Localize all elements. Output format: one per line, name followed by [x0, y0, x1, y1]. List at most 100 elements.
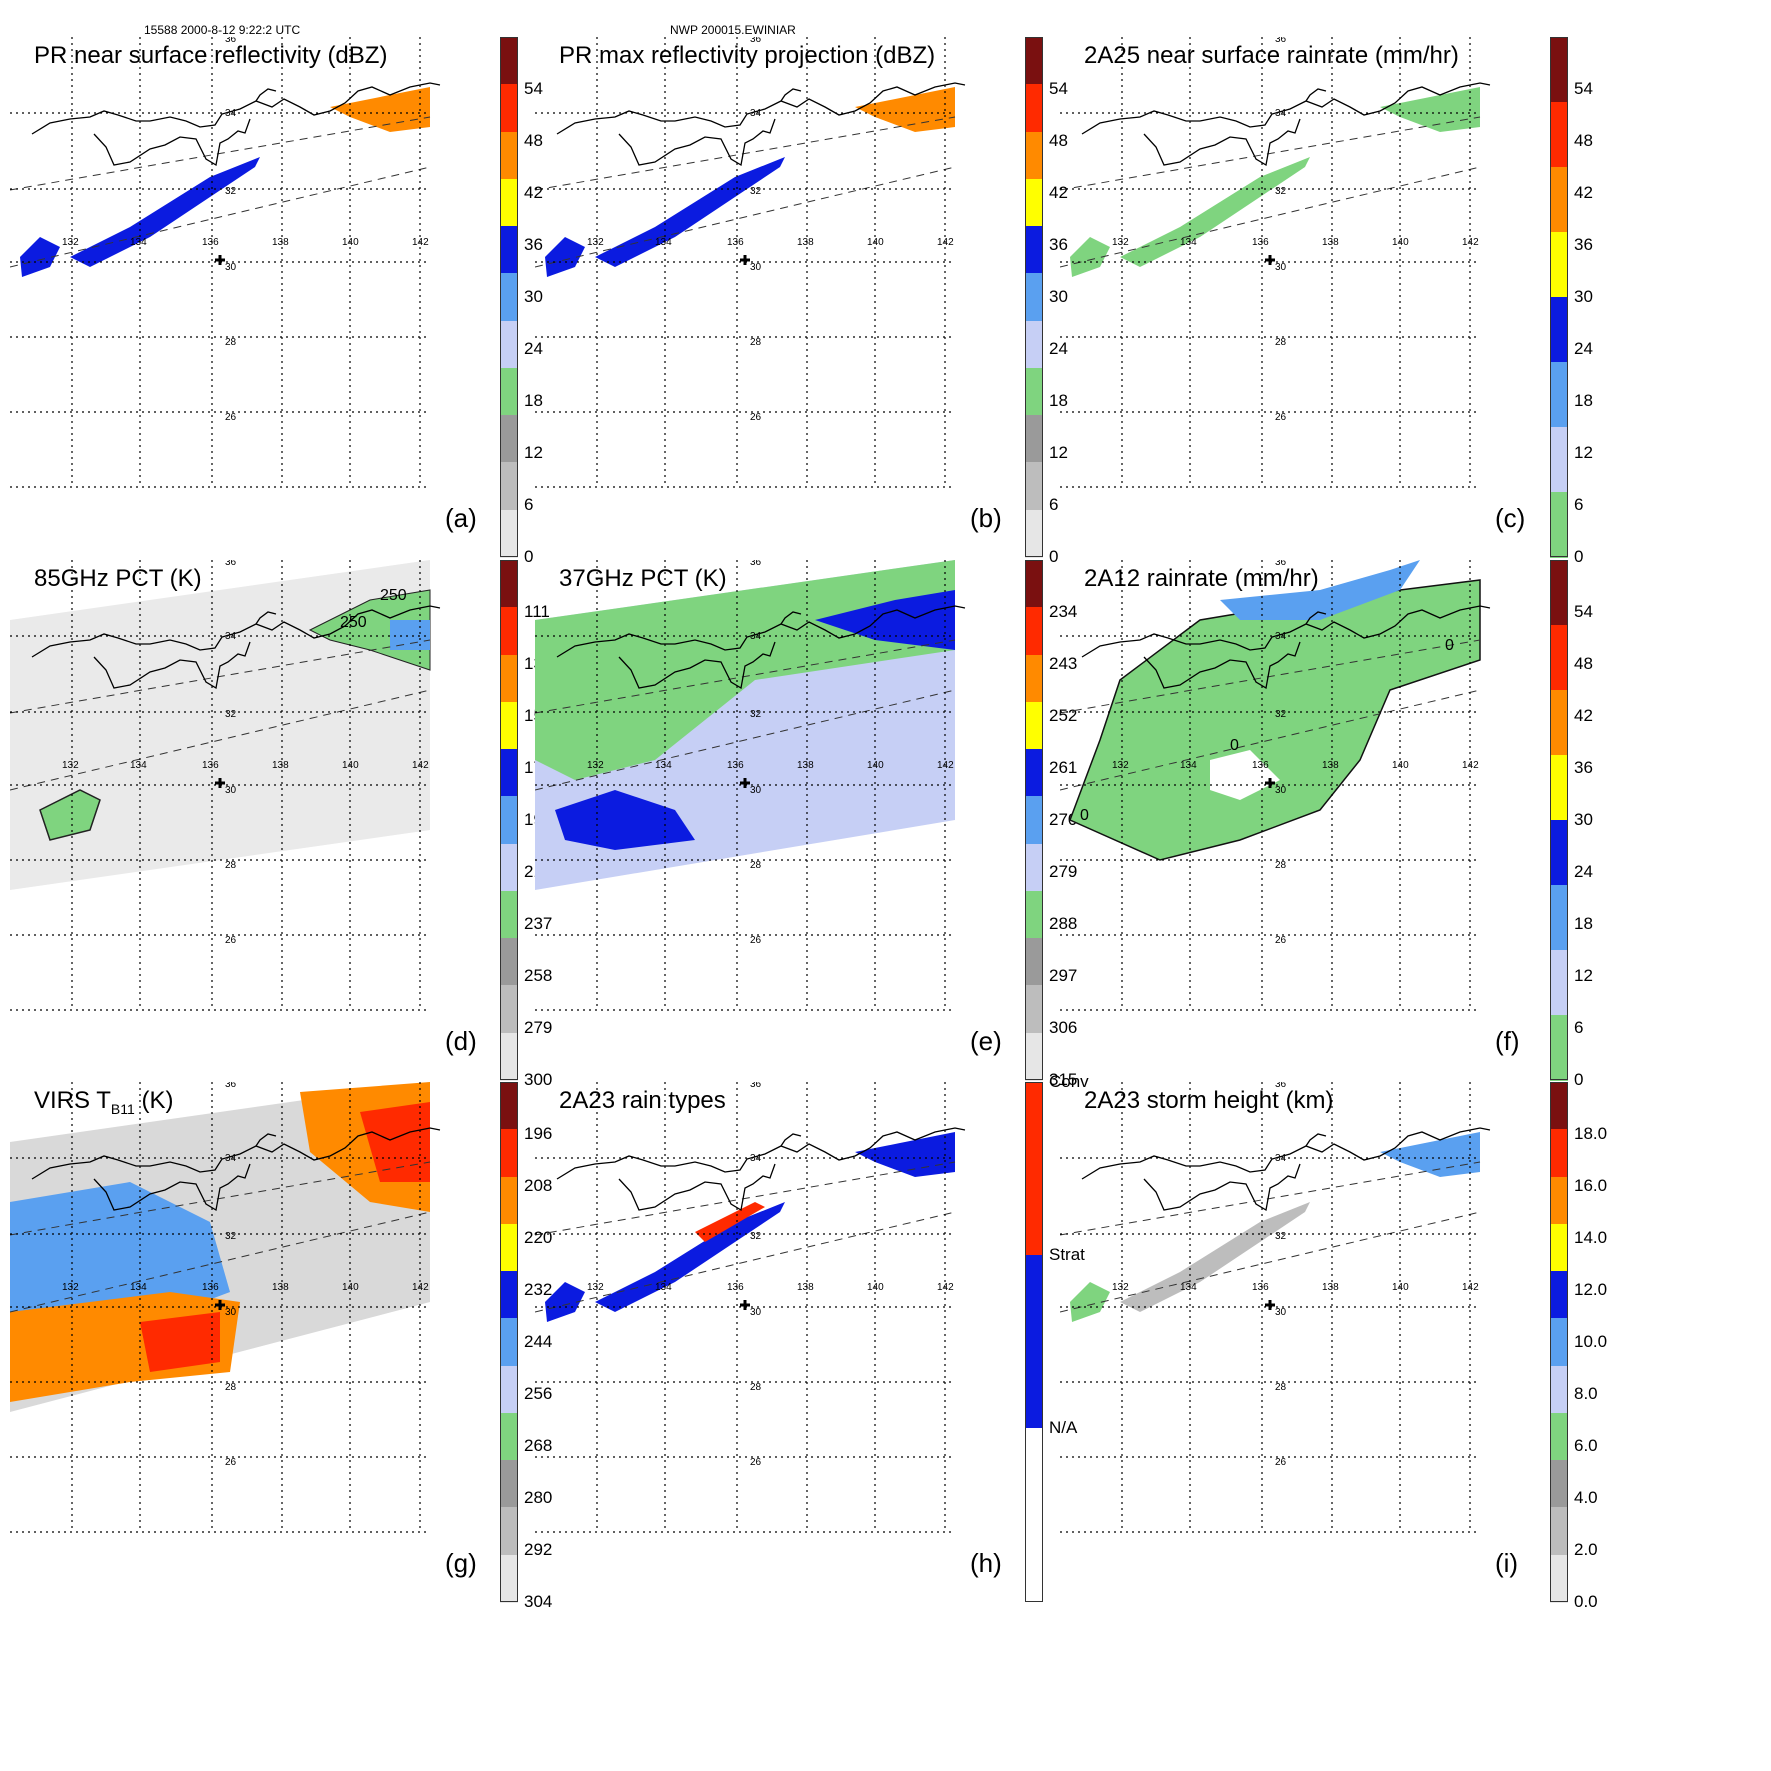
colorbar-tick: 300 [524, 1070, 553, 1089]
panel-title: PR max reflectivity projection (dBZ) [559, 42, 936, 69]
swath-edge-south [10, 689, 431, 791]
rain-gap [1210, 750, 1280, 800]
colorbar-tick: 30 [1574, 287, 1593, 306]
lon-label: 138 [797, 1282, 814, 1293]
lat-label: 28 [225, 860, 237, 871]
colorbar-frame [1550, 37, 1568, 557]
colorbar-frame [500, 1082, 518, 1602]
colorbar-segment [1550, 492, 1568, 558]
pr-rain-ne [330, 87, 430, 132]
pct37-core-sw [555, 790, 695, 850]
lat-label: 34 [225, 1153, 237, 1164]
lat-label: 34 [225, 108, 237, 119]
colorbar-tick: 12 [1574, 966, 1593, 985]
colorbar-segment [500, 1032, 518, 1081]
storm-center-marker [740, 778, 750, 788]
colorbar-segment [1025, 654, 1043, 703]
lon-label: 134 [1180, 1282, 1197, 1293]
lat-label: 26 [225, 412, 237, 423]
swath-edge-south [1060, 689, 1481, 791]
colorbar-tick: 48 [1574, 654, 1593, 673]
colorbar-i: 18.0 16.0 14.0 12.0 10.0 8.0 6.0 4.0 2.0 0.0 [1550, 1082, 1630, 1612]
colorbar-segment [500, 1271, 518, 1320]
swath-edge-south [535, 689, 956, 791]
colorbar-tick: 261 [1049, 758, 1078, 777]
colorbar-tick: 18 [524, 391, 543, 410]
colorbar-segment [1025, 509, 1043, 558]
colorbar-tick: 0 [1574, 547, 1584, 566]
colorbar-segment [500, 509, 518, 558]
lat-label: 34 [1275, 631, 1287, 642]
lon-label: 132 [587, 1282, 604, 1293]
lat-label: 28 [1275, 860, 1287, 871]
lat-label: 34 [225, 631, 237, 642]
coastline [31, 1127, 441, 1212]
coastline [1081, 82, 1491, 167]
contour-label: 250 [340, 614, 367, 631]
convective-rain [695, 1202, 765, 1242]
colorbar-e: 234 243 252 261 270 279 288 297 306 315 [1025, 560, 1105, 1090]
pr-rain-west [20, 237, 60, 277]
colorbar-tick: 220 [524, 1228, 553, 1247]
colorbar-segment [1025, 1428, 1043, 1602]
colorbar-tick: 256 [524, 1384, 553, 1403]
map-d: 36 34 32 30 28 26 132 134 136 138 140 142 250 250 [10, 560, 441, 1050]
colorbar-tick: 0.0 [1574, 1592, 1598, 1611]
colorbar-segment [1550, 1554, 1568, 1603]
lon-label: 140 [342, 760, 359, 771]
lat-label: 28 [750, 860, 762, 871]
lat-label: 32 [750, 1231, 762, 1242]
swath-edge-north [1060, 116, 1481, 191]
swath-edge-north [535, 1161, 956, 1236]
contour-label: 0 [1445, 637, 1454, 654]
map-c: 36 34 32 30 28 26 132 134 136 138 140 142 [1060, 37, 1491, 488]
lon-label: 138 [1322, 1282, 1339, 1293]
colorbar-tick: 36 [1049, 235, 1068, 254]
colorbar-segment [500, 320, 518, 369]
map-b: 36 34 32 30 28 26 132 134 136 138 140 142 [535, 37, 966, 488]
colorbar-segment [1025, 749, 1043, 798]
lon-label: 140 [1392, 760, 1409, 771]
colorbar-tick: 4.0 [1574, 1488, 1598, 1507]
lat-label: 30 [1275, 262, 1287, 273]
map-a: 36 34 32 30 28 26 132 134 136 138 140 142 [10, 37, 441, 488]
pr-rain-west [545, 237, 585, 277]
lon-label: 142 [1462, 1282, 1479, 1293]
panel-title-tail: (K) [134, 1087, 174, 1114]
pr-rain-ne [855, 1132, 955, 1177]
colorbar-segment [1550, 1365, 1568, 1414]
swath-edge-north [10, 116, 431, 191]
colorbar-segment [500, 1129, 518, 1178]
colorbar-segment [1550, 820, 1568, 886]
lon-label: 132 [1112, 1282, 1129, 1293]
swath-edge-south [10, 166, 431, 268]
virs-core-ne [360, 1102, 430, 1182]
lon-label: 140 [867, 237, 884, 248]
colorbar-tick: 12.0 [1574, 1280, 1608, 1299]
coastline [1081, 605, 1491, 690]
colorbar-segment [1550, 167, 1568, 233]
colorbar-tick: 6 [1574, 495, 1584, 514]
lat-label: 26 [750, 935, 762, 946]
lon-label: 140 [342, 1282, 359, 1293]
colorbar-segment [1550, 427, 1568, 493]
colorbar-segment [500, 1082, 518, 1131]
colorbar-segment [1025, 367, 1043, 417]
lat-label: 32 [1275, 186, 1287, 197]
swath-edge-north [535, 116, 956, 191]
colorbar-segment [1550, 102, 1568, 168]
contour-label: 0 [1080, 807, 1089, 824]
colorbar-segment [1025, 226, 1043, 275]
colorbar-segment [1025, 607, 1043, 656]
colorbar-frame [500, 560, 518, 1080]
lon-label: 132 [62, 237, 79, 248]
lat-label: 30 [750, 262, 762, 273]
colorbar-frame [1550, 560, 1568, 1080]
colorbar-segment [1025, 178, 1043, 228]
lat-label: 32 [1275, 709, 1287, 720]
colorbar-tick: 258 [524, 966, 553, 985]
lon-label: 134 [655, 1282, 672, 1293]
lon-label: 138 [797, 760, 814, 771]
pr-rainband [1120, 157, 1310, 267]
storm-name-header: NWP 200015.EWINIAR [670, 23, 796, 37]
